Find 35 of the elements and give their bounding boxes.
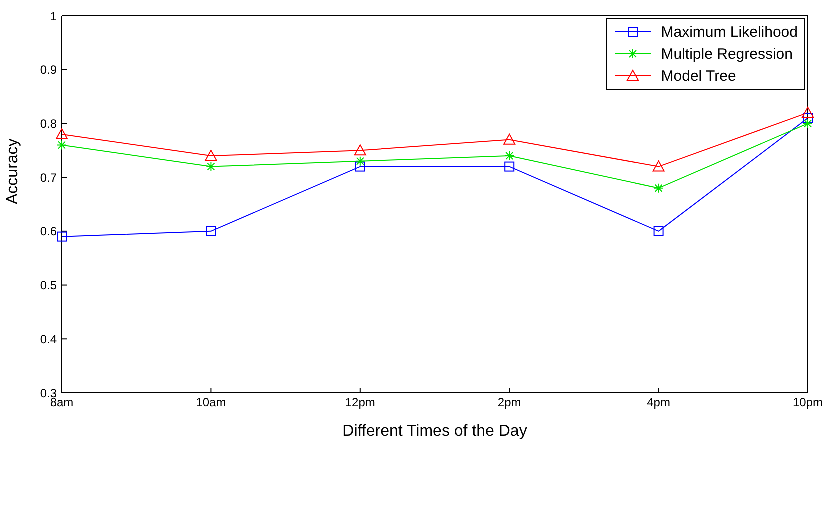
x-tick-label: 10am <box>196 396 226 410</box>
point <box>57 232 67 242</box>
point <box>57 140 67 150</box>
legend-label: Multiple Regression <box>661 46 793 62</box>
y-tick-label: 0.4 <box>40 332 58 346</box>
y-axis-title: Accuracy <box>4 138 22 204</box>
point <box>802 106 814 118</box>
legend-label: Model Tree <box>661 68 736 84</box>
legend-label: Maximum Likelihood <box>661 24 798 40</box>
point <box>206 162 216 172</box>
point <box>355 162 366 172</box>
x-tick-label: 12pm <box>345 396 376 410</box>
y-tick-label: 0.9 <box>40 63 58 78</box>
point <box>504 151 515 162</box>
y-tick-label: 0.8 <box>40 116 58 131</box>
x-tick-label: 10pm <box>792 396 824 410</box>
point <box>56 128 68 140</box>
point <box>652 160 665 172</box>
x-tick-label: 4pm <box>647 396 670 410</box>
x-axis-title: Different Times of the Day <box>342 423 528 440</box>
point <box>354 144 366 156</box>
point <box>654 183 664 194</box>
y-tick-label: 0.7 <box>40 170 58 185</box>
y-tick-label: 1 <box>50 9 58 24</box>
point <box>504 162 515 172</box>
y-tick-label: 0.6 <box>40 224 58 239</box>
point <box>355 156 366 166</box>
point <box>504 134 516 145</box>
point <box>206 226 216 236</box>
point <box>803 113 813 124</box>
point <box>654 226 664 236</box>
point <box>803 118 813 129</box>
point <box>205 150 218 162</box>
y-tick-label: 0.5 <box>40 278 58 293</box>
x-tick-label: 2pm <box>498 396 522 410</box>
